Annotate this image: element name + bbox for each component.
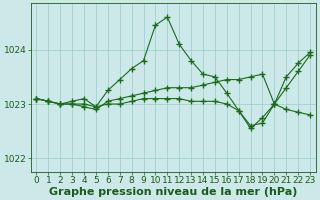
X-axis label: Graphe pression niveau de la mer (hPa): Graphe pression niveau de la mer (hPa) <box>49 187 298 197</box>
